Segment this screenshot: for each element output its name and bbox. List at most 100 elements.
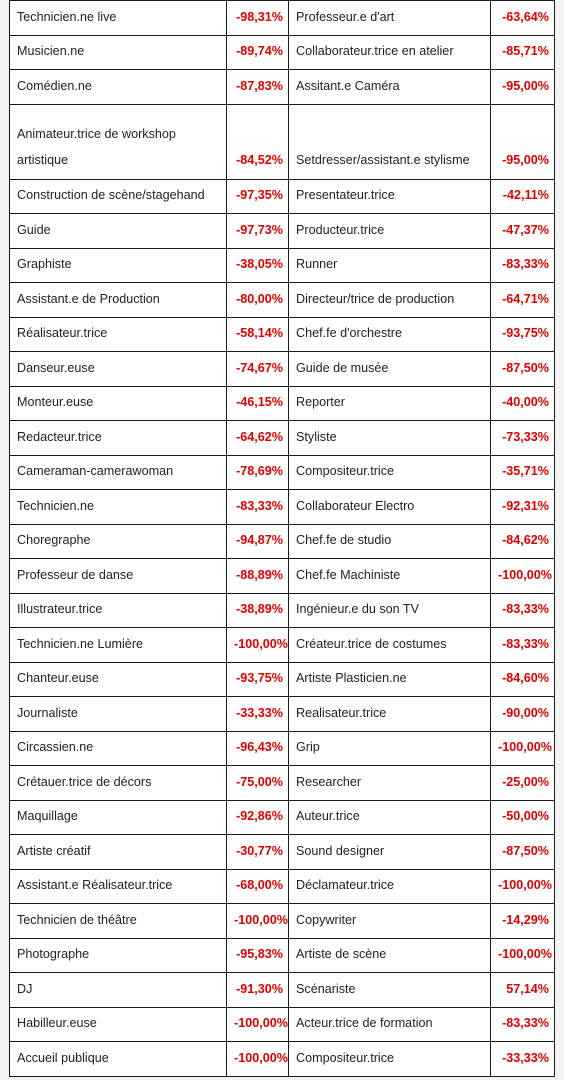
right-job-cell: Artiste Plasticien.ne xyxy=(288,661,491,697)
right-job-cell: Acteur.trice de formation xyxy=(288,1006,491,1042)
table-row: Habilleur.euse -100,00% Acteur.trice de fo… xyxy=(9,1006,555,1042)
right-job-cell: Sound designer xyxy=(288,834,491,870)
table-row: Graphiste -38,05% Runner -83,33% xyxy=(9,247,555,283)
right-percentage-cell: -87,50% xyxy=(490,834,555,870)
right-job-cell: Realisateur.trice xyxy=(288,696,491,732)
left-percentage-cell: -100,00% xyxy=(226,1006,289,1042)
table-row: Chanteur.euse -93,75% Artiste Plasticien.n… xyxy=(9,661,555,697)
left-percentage-cell: -75,00% xyxy=(226,765,289,801)
left-percentage-cell: -38,05% xyxy=(226,247,289,283)
right-job-cell: Chef.fe d'orchestre xyxy=(288,316,491,352)
table-row: Cameraman-camerawoman -78,69% Compositeur.… xyxy=(9,454,555,490)
right-job-cell: Auteur.trice xyxy=(288,799,491,835)
table-row: Technicien de théâtre -100,00% Copywriter -… xyxy=(9,903,555,939)
right-percentage-cell: -63,64% xyxy=(490,0,555,36)
right-percentage-cell: -42,11% xyxy=(490,178,555,214)
right-percentage-cell: -14,29% xyxy=(490,903,555,939)
right-job-cell: Artiste de scène xyxy=(288,937,491,973)
right-job-cell: Grip xyxy=(288,730,491,766)
table-row: Animateur.trice de workshop artistique -8… xyxy=(9,103,555,180)
table-row: Crétauer.trice de décors -75,00% Researche… xyxy=(9,765,555,801)
left-job-cell: Comédien.ne xyxy=(9,69,227,105)
right-job-cell: Scénariste xyxy=(288,972,491,1008)
right-percentage-cell: -83,33% xyxy=(490,627,555,663)
right-job-cell: Assitant.e Caméra xyxy=(288,69,491,105)
table-row: Circassien.ne -96,43% Grip -100,00% xyxy=(9,730,555,766)
right-percentage-cell: 57,14% xyxy=(490,972,555,1008)
left-percentage-cell: -88,89% xyxy=(226,558,289,594)
right-percentage-cell: -90,00% xyxy=(490,696,555,732)
table-row: Technicien.ne -83,33% Collaborateur Electr… xyxy=(9,489,555,525)
left-job-cell: Danseur.euse xyxy=(9,351,227,387)
table-row: Artiste créatif -30,77% Sound designer -87,… xyxy=(9,834,555,870)
table-row: DJ -91,30% Scénariste 57,14% xyxy=(9,972,555,1008)
right-job-cell: Compositeur.trice xyxy=(288,1041,491,1077)
left-percentage-cell: -68,00% xyxy=(226,868,289,904)
left-percentage-cell: -64,62% xyxy=(226,420,289,456)
left-job-cell: Technicien.ne xyxy=(9,489,227,525)
right-percentage-cell: -83,33% xyxy=(490,592,555,628)
right-job-cell: Professeur.e d'art xyxy=(288,0,491,36)
right-percentage-cell: -83,33% xyxy=(490,1006,555,1042)
left-percentage-cell: -92,86% xyxy=(226,799,289,835)
left-percentage-cell: -80,00% xyxy=(226,282,289,318)
left-job-cell: Animateur.trice de workshop artistique xyxy=(9,103,227,180)
right-percentage-cell: -95,00% xyxy=(490,69,555,105)
right-job-cell: Chef.fe de studio xyxy=(288,523,491,559)
table-row: Technicien.ne live -98,31% Professeur.e d'… xyxy=(9,0,555,36)
left-job-cell: Crétauer.trice de décors xyxy=(9,765,227,801)
left-job-cell: Assistant.e Réalisateur.trice xyxy=(9,868,227,904)
left-job-cell: Technicien.ne live xyxy=(9,0,227,36)
left-job-cell: Réalisateur.trice xyxy=(9,316,227,352)
right-percentage-cell: -100,00% xyxy=(490,937,555,973)
left-job-cell: Journaliste xyxy=(9,696,227,732)
left-job-cell: Construction de scène/stagehand xyxy=(9,178,227,214)
right-percentage-cell: -47,37% xyxy=(490,213,555,249)
right-percentage-cell: -92,31% xyxy=(490,489,555,525)
right-percentage-cell: -25,00% xyxy=(490,765,555,801)
left-job-cell: Circassien.ne xyxy=(9,730,227,766)
left-percentage-cell: -97,35% xyxy=(226,178,289,214)
left-job-cell: Photographe xyxy=(9,937,227,973)
right-percentage-cell: -84,62% xyxy=(490,523,555,559)
table-row: Construction de scène/stagehand -97,35% Pr… xyxy=(9,178,555,214)
left-percentage-cell: -91,30% xyxy=(226,972,289,1008)
left-percentage-cell: -89,74% xyxy=(226,34,289,70)
left-job-cell: Redacteur.trice xyxy=(9,420,227,456)
right-percentage-cell: -64,71% xyxy=(490,282,555,318)
left-percentage-cell: -83,33% xyxy=(226,489,289,525)
left-job-cell: Habilleur.euse xyxy=(9,1006,227,1042)
left-job-cell: Professeur de danse xyxy=(9,558,227,594)
right-job-cell: Compositeur.trice xyxy=(288,454,491,490)
table-row: Photographe -95,83% Artiste de scène -100,0… xyxy=(9,937,555,973)
right-percentage-cell: -84,60% xyxy=(490,661,555,697)
left-percentage-cell: -98,31% xyxy=(226,0,289,36)
right-percentage-cell: -100,00% xyxy=(490,868,555,904)
right-job-cell: Researcher xyxy=(288,765,491,801)
table-row: Comédien.ne -87,83% Assitant.e Caméra -95,0… xyxy=(9,69,555,105)
left-percentage-cell: -38,89% xyxy=(226,592,289,628)
left-percentage-cell: -87,83% xyxy=(226,69,289,105)
left-percentage-cell: -100,00% xyxy=(226,1041,289,1077)
left-job-cell: Artiste créatif xyxy=(9,834,227,870)
left-percentage-cell: -74,67% xyxy=(226,351,289,387)
left-percentage-cell: -33,33% xyxy=(226,696,289,732)
table-row: Guide -97,73% Producteur.trice -47,37% xyxy=(9,213,555,249)
right-job-cell: Setdresser/assistant.e stylisme xyxy=(288,103,491,180)
left-job-cell: DJ xyxy=(9,972,227,1008)
right-job-cell: Collaborateur Electro xyxy=(288,489,491,525)
right-job-cell: Styliste xyxy=(288,420,491,456)
left-percentage-cell: -46,15% xyxy=(226,385,289,421)
left-percentage-cell: -97,73% xyxy=(226,213,289,249)
right-percentage-cell: -100,00% xyxy=(490,730,555,766)
table-row: Redacteur.trice -64,62% Styliste -73,33% xyxy=(9,420,555,456)
right-job-cell: Copywriter xyxy=(288,903,491,939)
left-job-cell: Musicien.ne xyxy=(9,34,227,70)
right-job-cell: Ingénieur.e du son TV xyxy=(288,592,491,628)
right-job-cell: Guide de musée xyxy=(288,351,491,387)
right-job-cell: Reporter xyxy=(288,385,491,421)
table-row: Professeur de danse -88,89% Chef.fe Machin… xyxy=(9,558,555,594)
left-job-cell: Assistant.e de Production xyxy=(9,282,227,318)
table-row: Assistant.e Réalisateur.trice -68,00% Décl… xyxy=(9,868,555,904)
